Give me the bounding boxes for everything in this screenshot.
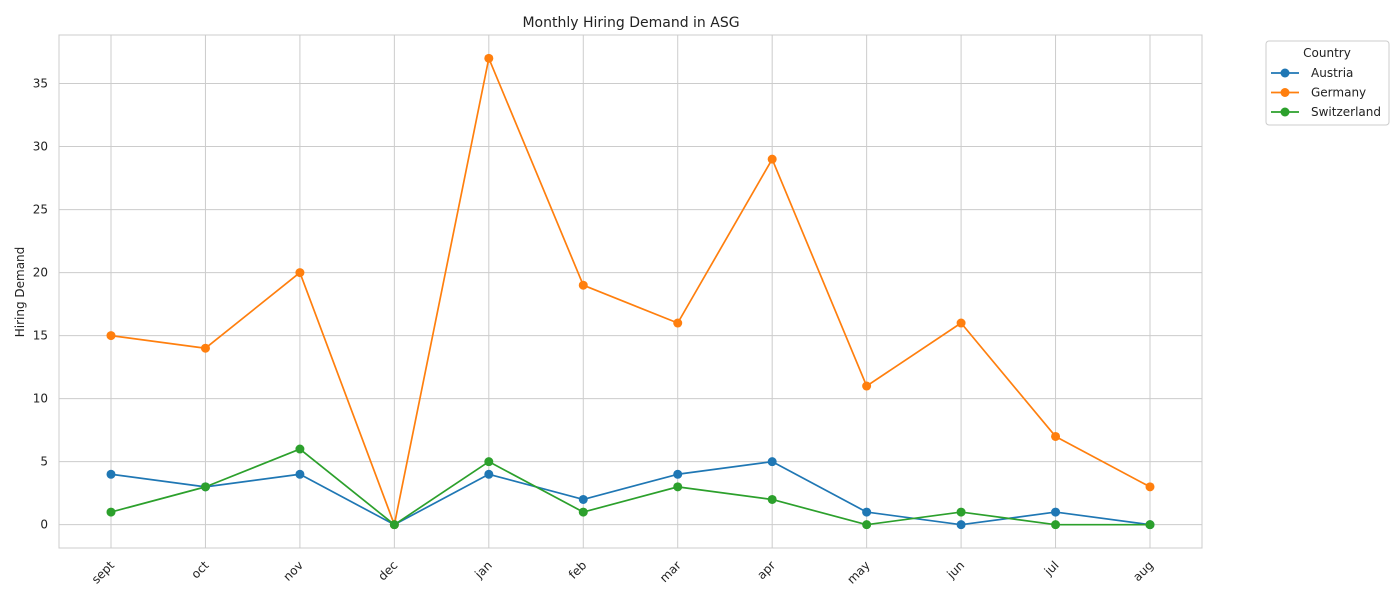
y-tick-label: 5 [40,455,48,469]
data-point-switzerland [295,444,305,454]
plot-frame [58,34,1203,549]
data-point-germany [484,53,494,63]
legend-label-germany: Germany [1311,86,1366,100]
y-tick-label: 10 [33,392,48,406]
grid-layer [59,35,1202,548]
data-point-austria [862,507,872,517]
data-point-switzerland [484,457,494,467]
data-point-germany [1051,431,1061,441]
x-tick-label: mar [657,558,684,585]
x-tick-label: jul [1041,558,1062,579]
y-tick-label: 30 [33,140,48,154]
data-point-germany [862,381,872,391]
x-tick-label: oct [188,558,211,581]
x-tick-label: jan [471,558,495,582]
y-tick-label: 20 [33,266,48,280]
chart-title: Monthly Hiring Demand in ASG [522,15,739,31]
x-tick-label: may [844,558,872,586]
data-point-germany [673,318,683,328]
data-point-switzerland [673,482,683,492]
data-point-germany [956,318,966,328]
data-point-switzerland [106,507,116,517]
data-point-switzerland [862,520,872,530]
x-tick-label: dec [375,558,400,583]
y-tick-label: 15 [33,329,48,343]
y-tick-label: 0 [40,518,48,532]
y-ticks: 0 5 10 15 20 25 30 35 [33,77,48,532]
x-tick-label: apr [754,558,778,582]
data-point-germany [200,343,210,353]
legend-title: Country [1303,46,1351,60]
data-point-germany [578,280,588,290]
y-axis-label: Hiring Demand [13,247,27,338]
legend-box [1265,40,1390,126]
x-tick-label: aug [1130,558,1156,584]
x-tick-label: sept [89,558,117,586]
legend-items: Austria Germany Switzerland [1271,66,1381,119]
series-layer [106,53,1155,530]
data-point-germany [106,331,116,341]
data-point-switzerland [578,507,588,517]
data-point-switzerland [389,520,399,530]
series-line-germany [110,57,1151,526]
series-line-austria [110,460,1151,526]
data-point-austria [1051,507,1061,517]
data-point-austria [295,469,305,479]
data-point-switzerland [200,482,210,492]
legend-label-austria: Austria [1311,66,1353,80]
data-point-austria [956,520,966,530]
y-tick-label: 25 [33,203,48,217]
legend-marker-austria [1280,68,1290,78]
data-point-switzerland [1051,520,1061,530]
data-point-switzerland [1145,520,1155,530]
x-tick-label: jun [943,558,967,582]
data-point-switzerland [767,494,777,504]
y-tick-label: 35 [33,77,48,91]
data-point-austria [484,469,494,479]
legend-label-switzerland: Switzerland [1311,105,1381,119]
x-ticks: sept oct nov dec jan feb mar apr may jun jul aug [89,558,1156,587]
data-point-germany [295,268,305,278]
data-point-germany [1145,482,1155,492]
data-point-austria [673,469,683,479]
legend: Country Austria Germany Switzerland [1265,40,1390,126]
x-tick-label: feb [566,558,590,582]
data-point-austria [578,494,588,504]
series-line-switzerland [110,448,1150,526]
data-point-austria [106,469,116,479]
legend-marker-germany [1280,88,1290,97]
data-point-germany [767,154,777,164]
data-point-switzerland [956,507,966,517]
data-point-austria [767,457,777,467]
legend-marker-switzerland [1280,107,1290,117]
x-tick-label: nov [281,558,307,584]
